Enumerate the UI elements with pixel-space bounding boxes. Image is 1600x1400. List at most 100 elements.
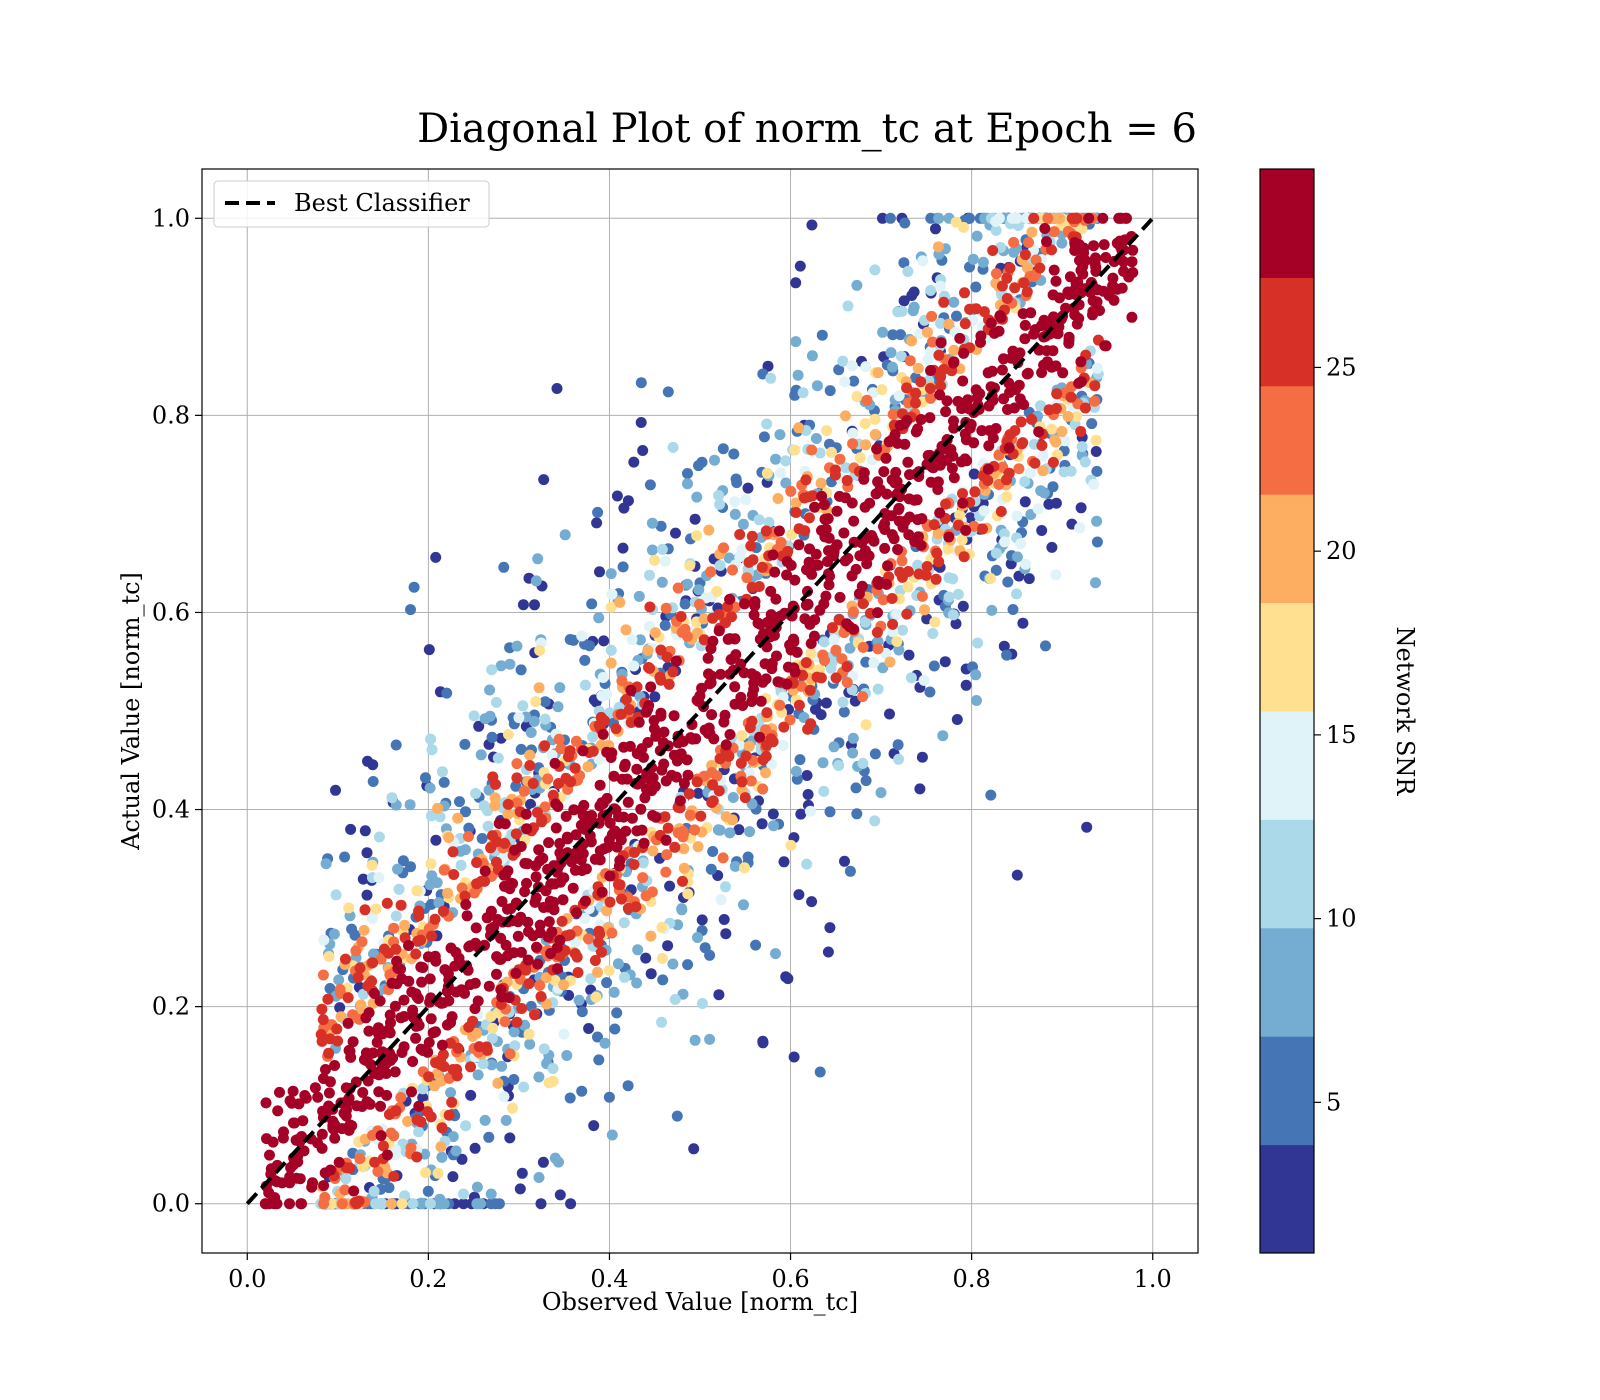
scatter-point	[597, 672, 609, 683]
scatter-point	[1003, 442, 1015, 454]
scatter-point	[374, 995, 386, 1007]
scatter-point	[351, 1198, 363, 1210]
scatter-point	[470, 788, 482, 799]
scatter-point	[532, 958, 544, 970]
colorbar-tick-label: 15	[1326, 721, 1357, 749]
scatter-point	[822, 946, 834, 958]
scatter-point	[640, 952, 652, 964]
scatter-point	[499, 837, 511, 849]
scatter-point	[473, 720, 485, 732]
scatter-point	[558, 872, 570, 884]
scatter-point	[609, 825, 621, 837]
scatter-point	[406, 1086, 417, 1098]
scatter-point	[649, 627, 661, 639]
scatter-point	[761, 707, 773, 719]
scatter-point	[605, 644, 617, 656]
scatter-point	[437, 905, 449, 917]
scatter-point	[411, 1114, 423, 1126]
scatter-point	[713, 490, 725, 501]
scatter-point	[1033, 426, 1045, 438]
scatter-point	[587, 745, 599, 757]
scatter-point	[781, 678, 793, 690]
colorbar-tick-label: 20	[1326, 537, 1357, 565]
scatter-point	[391, 955, 403, 967]
scatter-point	[523, 1028, 535, 1040]
scatter-point	[904, 355, 916, 367]
scatter-point	[987, 245, 999, 256]
scatter-point	[910, 397, 921, 409]
scatter-point	[834, 453, 846, 465]
scatter-point	[1092, 284, 1103, 296]
scatter-point	[861, 394, 873, 406]
scatter-point	[277, 1132, 289, 1144]
scatter-point	[846, 497, 858, 509]
scatter-point	[541, 998, 553, 1010]
scatter-point	[487, 830, 498, 842]
scatter-point	[378, 943, 390, 955]
scatter-point	[639, 792, 651, 804]
scatter-point	[803, 556, 815, 568]
scatter-point	[376, 1198, 388, 1210]
scatter-point	[841, 475, 853, 486]
scatter-point	[899, 418, 911, 430]
scatter-point	[284, 1171, 296, 1183]
scatter-point	[825, 662, 837, 674]
scatter-point	[912, 362, 924, 374]
scatter-point	[851, 391, 863, 402]
scatter-point	[517, 599, 529, 611]
scatter-point	[596, 690, 608, 702]
scatter-point	[790, 277, 802, 289]
scatter-point	[689, 1034, 701, 1046]
scatter-point	[619, 761, 630, 773]
scatter-point	[1042, 212, 1054, 224]
scatter-point	[372, 1166, 384, 1177]
scatter-point	[420, 1167, 431, 1179]
scatter-point	[689, 513, 701, 525]
scatter-point	[745, 775, 757, 787]
scatter-point	[318, 1180, 330, 1192]
scatter-point	[800, 599, 812, 611]
scatter-point	[1087, 295, 1099, 307]
scatter-point	[795, 808, 807, 820]
scatter-point	[576, 865, 588, 876]
scatter-point	[1008, 236, 1020, 248]
scatter-point	[1008, 347, 1019, 359]
scatter-point	[871, 443, 883, 455]
scatter-point	[647, 810, 659, 821]
scatter-point	[881, 578, 893, 590]
scatter-point	[668, 710, 680, 722]
scatter-point	[561, 831, 573, 843]
scatter-point	[1036, 525, 1048, 536]
scatter-point	[959, 318, 971, 330]
scatter-point	[543, 916, 555, 928]
scatter-point	[485, 1188, 497, 1200]
scatter-point	[834, 591, 846, 603]
scatter-point	[1107, 280, 1119, 292]
scatter-point	[734, 529, 746, 540]
scatter-point	[611, 490, 623, 502]
scatter-point	[453, 952, 465, 964]
scatter-point	[886, 529, 898, 541]
scatter-point	[649, 554, 660, 566]
scatter-point	[898, 295, 910, 307]
scatter-point	[946, 462, 958, 474]
x-tick-label: 0.6	[771, 1265, 809, 1293]
scatter-point	[556, 915, 568, 927]
scatter-point	[1011, 212, 1023, 224]
scatter-point	[671, 755, 683, 767]
scatter-point	[922, 353, 934, 365]
scatter-point	[482, 820, 494, 832]
scatter-point	[554, 1189, 566, 1201]
scatter-point	[1018, 399, 1030, 410]
scatter-point	[593, 937, 605, 948]
scatter-point	[558, 1028, 570, 1040]
scatter-point	[434, 1058, 446, 1070]
scatter-point	[1039, 223, 1051, 234]
scatter-point	[885, 347, 897, 359]
scatter-point	[640, 890, 652, 902]
scatter-point	[1001, 272, 1013, 284]
scatter-point	[930, 223, 941, 235]
scatter-point	[685, 732, 697, 744]
scatter-point	[373, 872, 385, 883]
scatter-point	[714, 560, 726, 571]
